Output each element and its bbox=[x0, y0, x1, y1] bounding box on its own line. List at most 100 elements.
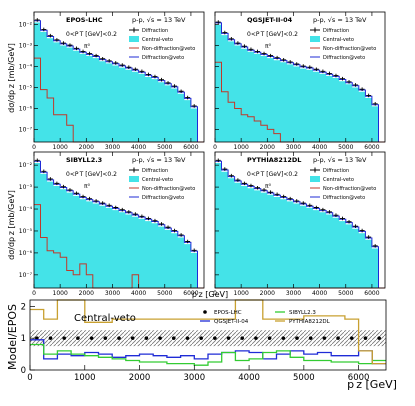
diffraction-marker bbox=[191, 248, 197, 253]
panel-1: 0 1000 2000 3000 4000 5000 6000 QGSJET-II-04 p-p… bbox=[213, 11, 386, 151]
epos-uncertainty-band bbox=[30, 330, 386, 347]
diffraction-marker bbox=[261, 51, 267, 56]
x-tick-label: 4000 bbox=[312, 290, 327, 297]
diffraction-marker bbox=[178, 233, 184, 237]
particle-label: π⁰ bbox=[84, 43, 91, 50]
x-tick-label: 6000 bbox=[364, 144, 379, 151]
diffraction-marker bbox=[106, 203, 112, 208]
diffraction-marker bbox=[185, 239, 191, 244]
diffraction-marker bbox=[119, 63, 125, 67]
epos-marker bbox=[117, 336, 121, 340]
diffraction-marker bbox=[215, 158, 221, 163]
diffraction-marker bbox=[172, 228, 178, 233]
diffraction-marker bbox=[268, 190, 274, 194]
x-tick-label: 0 bbox=[213, 144, 217, 151]
legend-label: Central-veto bbox=[323, 177, 354, 183]
diffraction-marker bbox=[159, 77, 164, 82]
diffraction-marker bbox=[87, 196, 93, 201]
legend: Diffraction Central-veto Non-diffraction@v… bbox=[129, 27, 195, 61]
diffraction-marker bbox=[320, 69, 326, 74]
y-tick-label: 10⁻⁴ bbox=[19, 64, 33, 71]
x-tick-label: 1000 bbox=[53, 144, 68, 151]
diffraction-marker bbox=[132, 212, 138, 216]
epos-marker bbox=[35, 336, 39, 340]
diffraction-marker bbox=[359, 228, 365, 233]
x-tick-label: 4000 bbox=[131, 144, 146, 151]
epos-marker bbox=[171, 336, 176, 340]
diffraction-marker bbox=[307, 203, 313, 208]
legend-label: Central-veto bbox=[323, 37, 354, 43]
y-axis-label-ratio: Model/EPOS bbox=[6, 304, 19, 370]
diffraction-marker bbox=[287, 196, 293, 201]
diffraction-marker bbox=[261, 188, 267, 192]
diffraction-marker bbox=[333, 213, 339, 217]
legend-label: EPOS-LHC bbox=[214, 310, 242, 316]
legend-label: Diffraction@veto bbox=[323, 55, 365, 61]
legend-label: Non-diffraction@veto bbox=[142, 186, 195, 192]
diffraction-marker bbox=[268, 53, 274, 58]
legend-label: Central-veto bbox=[142, 37, 173, 43]
diffraction-marker bbox=[93, 53, 99, 58]
diffraction-marker bbox=[346, 80, 352, 84]
epos-marker bbox=[240, 336, 245, 340]
diffraction-marker bbox=[93, 199, 99, 203]
diffraction-marker bbox=[281, 58, 287, 62]
legend-label: Diffraction bbox=[323, 28, 349, 34]
diffraction-marker bbox=[54, 181, 60, 186]
diffraction-marker bbox=[152, 218, 158, 223]
legend-swatch-diffraction bbox=[129, 27, 139, 33]
diffraction-marker bbox=[235, 178, 241, 182]
legend-swatch-diffraction bbox=[310, 27, 320, 33]
diffraction-marker bbox=[106, 59, 112, 63]
x-tick-label: 1000 bbox=[234, 290, 249, 297]
diffraction-marker bbox=[100, 201, 106, 205]
epos-marker bbox=[322, 336, 327, 340]
ratio-frame bbox=[29, 299, 387, 371]
diffraction-marker bbox=[294, 62, 300, 66]
x-tick-label: 3000 bbox=[105, 290, 120, 297]
x-tick-label: 6000 bbox=[183, 290, 198, 297]
x-tick-label: 6000 bbox=[183, 144, 198, 151]
diffraction-marker bbox=[159, 222, 164, 226]
epos-marker bbox=[144, 336, 149, 340]
diffraction-marker bbox=[326, 71, 332, 76]
epos-marker bbox=[89, 336, 94, 340]
legend-label: Diffraction@veto bbox=[142, 195, 184, 201]
diffraction-marker bbox=[185, 95, 191, 100]
pt-cut-label: 0<P T [GeV]<0.2 bbox=[247, 171, 298, 178]
diffraction-marker bbox=[359, 87, 365, 91]
x-tick-label: 3000 bbox=[286, 290, 301, 297]
epos-marker bbox=[185, 336, 190, 340]
y-axis-label-top: dσ/dp z [mb/GeV] bbox=[7, 43, 16, 113]
diffraction-marker bbox=[372, 102, 378, 106]
diffraction-marker bbox=[34, 18, 40, 22]
diffraction-marker bbox=[113, 61, 119, 65]
diffraction-marker bbox=[165, 81, 171, 85]
legend-swatch-central-veto bbox=[129, 36, 139, 42]
epos-marker bbox=[76, 336, 80, 340]
series-line-1 bbox=[30, 339, 386, 365]
particle-label: π⁰ bbox=[84, 183, 91, 190]
diffraction-marker bbox=[294, 199, 300, 203]
epos-marker bbox=[281, 336, 286, 340]
diffraction-marker bbox=[178, 89, 184, 94]
diffraction-marker bbox=[47, 33, 53, 38]
central-veto-area bbox=[215, 24, 385, 143]
x-tick-label: 3000 bbox=[183, 373, 205, 383]
y-tick-label: 2 bbox=[21, 302, 26, 312]
particle-label: π⁰ bbox=[265, 43, 272, 50]
diffraction-marker bbox=[346, 219, 352, 224]
y-axis-label-middle: dσ/dp z [mb/GeV] bbox=[7, 190, 16, 260]
x-tick-label: 5000 bbox=[293, 373, 315, 383]
diffraction-marker bbox=[353, 83, 359, 87]
x-tick-label: 0 bbox=[32, 290, 36, 297]
diffraction-marker bbox=[67, 188, 73, 192]
process-label: p-p, √s = 13 TeV bbox=[313, 156, 367, 164]
legend-swatch-diffraction bbox=[129, 167, 139, 173]
panel-frame bbox=[214, 11, 386, 143]
diffraction-marker bbox=[80, 194, 86, 199]
model-name: EPOS-LHC bbox=[66, 16, 103, 24]
diffraction-marker bbox=[248, 47, 254, 52]
epos-marker bbox=[363, 336, 368, 340]
legend-label: Diffraction bbox=[323, 168, 349, 174]
